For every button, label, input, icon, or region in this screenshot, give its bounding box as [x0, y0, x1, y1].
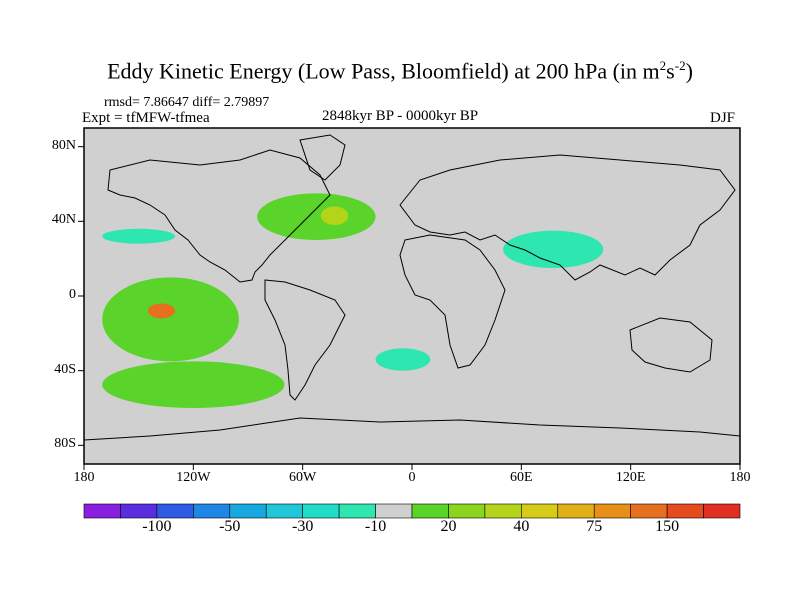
lon-tick-label: 0 — [408, 470, 416, 485]
coast-australia — [629, 317, 713, 373]
period-label: 2848kyr BP - 0000kyr BP — [321, 108, 479, 124]
coast-north-america — [107, 149, 331, 283]
colorbar-swatch — [302, 503, 340, 519]
coast-south-america — [264, 279, 346, 401]
experiment-label: Expt = tfMFW-tfmea — [82, 110, 210, 126]
colorbar-label: -30 — [291, 518, 314, 535]
colorbar-swatch — [703, 503, 741, 519]
colorbar-swatch — [521, 503, 559, 519]
region-north-pacific-negative — [102, 228, 176, 244]
lon-tick-label: 180 — [73, 470, 95, 485]
region-asia-negative — [503, 230, 604, 268]
colorbar-label: -100 — [142, 518, 172, 535]
coast-eurasia — [399, 154, 736, 281]
region-east-pacific-positive — [102, 277, 239, 362]
chart-title: Eddy Kinetic Energy (Low Pass, Bloomfiel… — [107, 58, 693, 84]
colorbar-label: 75 — [586, 518, 603, 535]
coast-africa — [399, 234, 506, 369]
region-north-atlantic-core — [320, 206, 349, 226]
lon-tick-label: 120W — [176, 470, 211, 485]
lon-tick-label: 60E — [510, 470, 533, 485]
season-label: DJF — [710, 110, 736, 126]
lon-tick-label: 120E — [615, 470, 646, 485]
colorbar — [83, 503, 741, 519]
colorbar-swatch — [156, 503, 194, 519]
colorbar-swatch — [338, 503, 376, 519]
colorbar-swatch — [375, 503, 413, 519]
lat-tick-label: 80N — [51, 137, 76, 153]
lon-tick-label: 60W — [289, 470, 317, 485]
region-north-atlantic-positive — [257, 193, 376, 241]
colorbar-swatch — [120, 503, 158, 519]
colorbar-label: -50 — [219, 518, 241, 535]
lon-tick-label: 180 — [729, 470, 751, 485]
region-south-pacific-positive — [102, 361, 285, 408]
colorbar-swatch — [630, 503, 668, 519]
lat-tick-label: 40N — [51, 212, 76, 228]
region-east-pacific-core — [147, 303, 176, 319]
colorbar-label: 40 — [513, 518, 530, 535]
colorbar-swatch — [557, 503, 595, 519]
colorbar-swatch — [83, 503, 121, 519]
lat-tick-label: 40S — [54, 361, 76, 377]
colorbar-swatch — [193, 503, 231, 519]
coast-greenland — [299, 134, 346, 181]
colorbar-swatch — [411, 503, 449, 519]
lat-tick-label: 80S — [54, 436, 76, 452]
lat-tick-label: 0 — [69, 287, 76, 302]
coast-antarctica — [83, 417, 741, 441]
lat-tick-marks — [78, 146, 84, 446]
colorbar-swatch — [265, 503, 303, 519]
colorbar-swatch — [448, 503, 486, 519]
colorbar-label: 20 — [440, 518, 457, 535]
colorbar-swatch — [229, 503, 267, 519]
stats-label: rmsd= 7.86647 diff= 2.79897 — [104, 95, 270, 110]
colorbar-label: -10 — [364, 518, 387, 535]
lon-tick-marks — [83, 464, 741, 470]
coastlines — [83, 134, 741, 441]
colorbar-swatch — [666, 503, 704, 519]
colorbar-label: 150 — [655, 518, 680, 535]
contour-regions — [102, 193, 604, 408]
colorbar-swatch — [593, 503, 631, 519]
colorbar-swatch — [484, 503, 522, 519]
region-south-atlantic-negative — [375, 348, 431, 371]
